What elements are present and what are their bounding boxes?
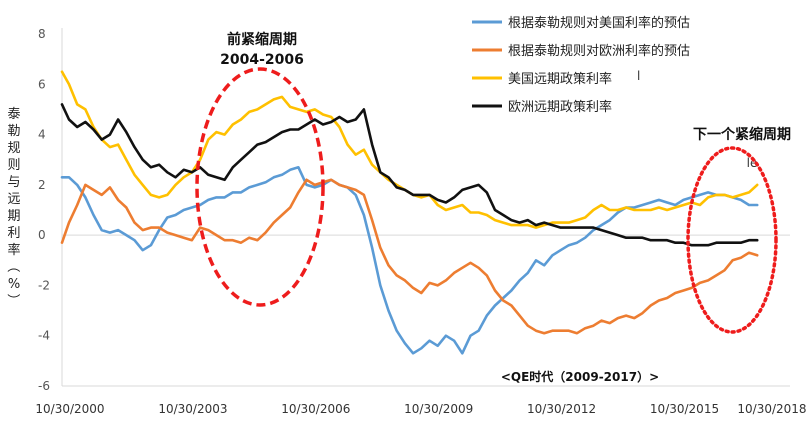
legend-label: 根据泰勒规则对欧洲利率的预估 — [508, 43, 690, 59]
y-axis-title-char: % — [8, 277, 20, 292]
qe-era-label: <QE时代（2009-2017）> — [501, 369, 659, 384]
x-tick-label: 10/30/2003 — [158, 402, 227, 416]
y-axis-title-char: 则 — [7, 158, 20, 173]
y-tick-label: 2 — [38, 178, 46, 192]
y-tick-label: 6 — [38, 77, 46, 91]
legend-label: 美国远期政策利率 — [508, 71, 612, 87]
legend-fragment: l — [637, 69, 640, 83]
y-tick-label: -4 — [38, 329, 50, 343]
y-axis: 8 6 4 2 0 -2 -4 -6 — [38, 27, 50, 393]
y-axis-title-char: 期 — [7, 209, 20, 224]
y-axis-title-char: 与 — [7, 175, 20, 190]
y-axis-title-char: （ — [5, 259, 20, 272]
legend: 根据泰勒规则对美国利率的预估根据泰勒规则对欧洲利率的预估美国远期政策利率欧洲远期… — [472, 15, 690, 115]
y-axis-title-char: ） — [5, 293, 20, 306]
y-axis-title-char: 率 — [7, 242, 20, 258]
series-line-3 — [60, 70, 759, 229]
next-cycle-fragment: le — [747, 156, 758, 170]
x-tick-label: 10/30/2015 — [650, 402, 719, 416]
y-axis-title-char: 规 — [7, 141, 20, 156]
y-tick-label: 8 — [38, 27, 46, 41]
legend-label: 根据泰勒规则对美国利率的预估 — [508, 15, 690, 31]
legend-label: 欧洲远期政策利率 — [508, 99, 612, 115]
series-line-1 — [60, 166, 759, 355]
series-line-2 — [60, 178, 759, 335]
series-line-4 — [60, 103, 759, 247]
x-tick-label: 10/30/2000 — [35, 402, 104, 416]
y-tick-label: -6 — [38, 379, 50, 393]
next-cycle-title: 下一个紧缩周期 — [693, 126, 791, 143]
y-axis-title-char: 勒 — [7, 124, 20, 139]
y-axis-title-char: 远 — [7, 192, 20, 207]
x-axis: 10/30/2000 10/30/2003 10/30/2006 10/30/2009… — [35, 402, 806, 416]
series-lines — [60, 70, 759, 355]
y-axis-title-char: 泰 — [7, 107, 20, 122]
y-tick-label: 4 — [38, 128, 46, 142]
x-tick-label: 10/30/2009 — [404, 402, 473, 416]
prior-cycle-years: 2004-2006 — [220, 52, 304, 68]
grid-lines — [61, 28, 790, 387]
next-cycle-highlight-ellipse — [686, 146, 778, 334]
y-tick-label: -2 — [38, 278, 50, 292]
prior-cycle-highlight-ellipse — [195, 67, 325, 307]
y-axis-title-char: 利 — [7, 226, 20, 241]
x-tick-label: 10/30/2018 — [737, 402, 806, 416]
prior-cycle-title: 前紧缩周期 — [227, 31, 297, 48]
y-tick-label: 0 — [38, 228, 46, 242]
x-tick-label: 10/30/2012 — [527, 402, 596, 416]
x-tick-label: 10/30/2006 — [281, 402, 350, 416]
